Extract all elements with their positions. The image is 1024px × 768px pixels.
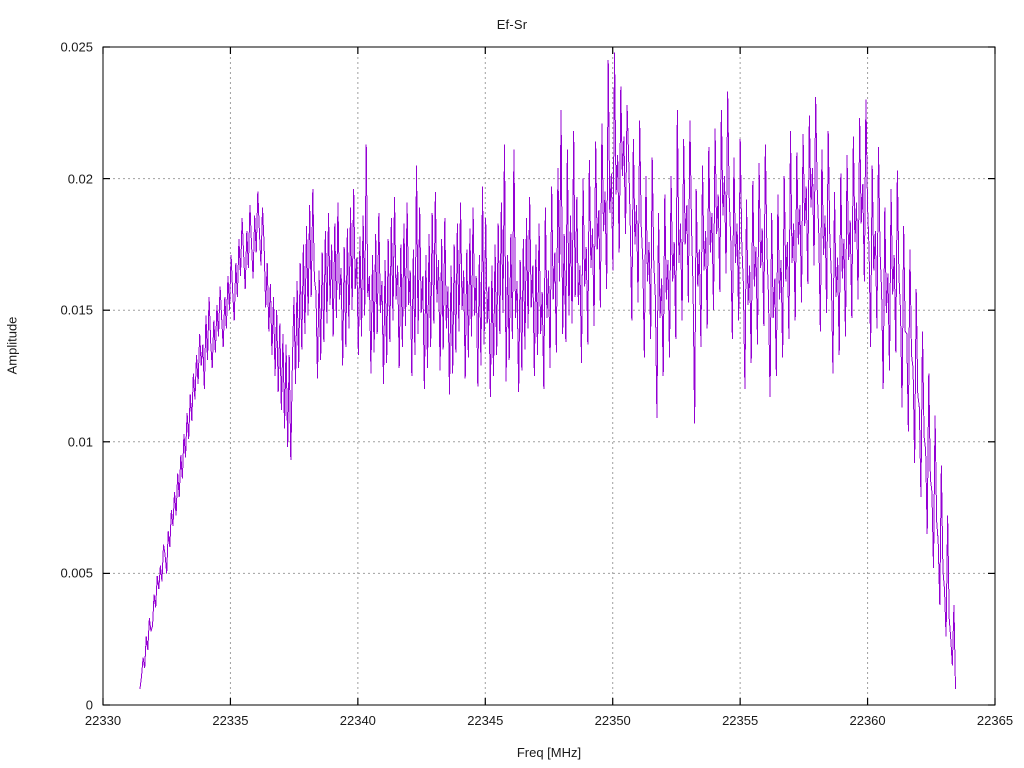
y-tick-label: 0.015 (60, 302, 93, 318)
x-tick-label: 22340 (339, 713, 376, 728)
gridlines (103, 47, 995, 705)
y-tick-label: 0.01 (67, 434, 93, 450)
y-tick-label: 0.025 (60, 39, 93, 55)
x-tick-label: 22365 (976, 713, 1014, 728)
x-axis-title: Freq [MHz] (516, 745, 582, 760)
y-tick-label: 0.02 (67, 171, 93, 187)
x-tick-label: 22335 (212, 713, 249, 728)
y-tick-label: 0.005 (60, 565, 93, 581)
data-series-0 (139, 52, 956, 690)
tick-marks (102, 46, 996, 706)
x-tick-label: 22360 (849, 713, 886, 728)
x-tick-label: 22330 (84, 713, 122, 728)
y-tick-label: 0 (85, 697, 93, 713)
plot-border (102, 46, 996, 706)
x-tick-label: 22355 (722, 713, 759, 728)
x-tick-label: 22345 (467, 713, 504, 728)
x-tick-label: 22350 (594, 713, 631, 728)
chart-title: Ef-Sr (496, 17, 528, 32)
